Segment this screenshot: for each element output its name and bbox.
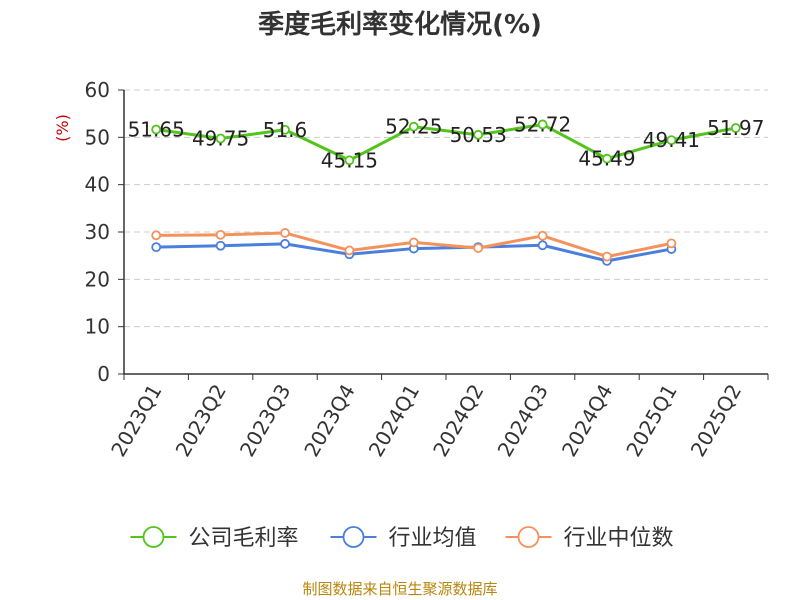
legend-label: 行业均值: [389, 526, 477, 551]
data-point: [730, 123, 741, 133]
axes: [118, 89, 769, 380]
data-label: 49.41: [643, 128, 700, 152]
x-tick-label: 2025Q1: [621, 380, 681, 461]
y-axis-label: (%): [53, 114, 72, 142]
data-label: 52.25: [385, 115, 442, 139]
series-line: [155, 122, 737, 162]
data-point: [280, 238, 290, 249]
legend-label: 行业中位数: [564, 526, 674, 551]
data-point: [537, 240, 548, 251]
x-tick-label: 2023Q3: [235, 380, 295, 461]
data-label: 45.49: [578, 147, 635, 171]
data-point: [408, 237, 419, 248]
data-point: [602, 153, 612, 164]
x-tick-label: 2025Q2: [686, 380, 746, 461]
y-tick-label: 40: [85, 173, 110, 197]
legend-label: 公司毛利率: [189, 526, 299, 551]
data-label: 51.6: [263, 118, 308, 142]
data-point: [215, 240, 226, 251]
data-label: 50.53: [450, 123, 507, 147]
x-tick-label: 2024Q4: [557, 380, 617, 461]
x-tick-label: 2024Q3: [493, 380, 553, 461]
legend: 公司毛利率 行业均值 行业中位数: [130, 526, 674, 551]
data-point: [473, 243, 484, 253]
data-point: [280, 228, 290, 238]
x-tick-label: 2024Q1: [364, 380, 424, 461]
data-label: 51.65: [128, 118, 185, 142]
x-tick-label: 2023Q2: [171, 380, 231, 461]
data-point: [151, 230, 162, 241]
data-label: 45.15: [321, 148, 378, 172]
legend-marker: [517, 526, 540, 548]
data-labels: 51.65 49.75 51.6 45.15 52.25 50.53 52.72 45.49 4…: [128, 112, 765, 172]
data-point: [473, 129, 484, 140]
data-label: 49.75: [192, 127, 249, 151]
data-point: [151, 124, 162, 135]
y-tick-label: 50: [85, 125, 110, 149]
data-point: [666, 135, 677, 146]
legend-marker: [142, 526, 165, 548]
x-tick-label: 2023Q4: [299, 380, 359, 461]
data-point: [537, 230, 548, 241]
legend-marker: [342, 526, 365, 548]
grid-lines: [124, 89, 768, 328]
data-label: 52.72: [514, 112, 571, 136]
data-point: [602, 251, 612, 262]
y-tick-label: 0: [97, 362, 110, 386]
data-point: [151, 242, 162, 253]
data-point: [215, 133, 226, 144]
data-point: [537, 119, 548, 130]
data-point: [666, 238, 677, 249]
y-tick-label: 20: [85, 267, 110, 291]
x-tick-label: 2024Q2: [428, 380, 488, 461]
data-point: [344, 245, 355, 256]
x-tick-labels: 2023Q1 2023Q2 2023Q3 2023Q4 2024Q1 2024Q2 2024…: [106, 380, 746, 461]
chart-title: 季度毛利率变化情况(%): [258, 9, 542, 40]
data-point: [215, 229, 226, 240]
y-tick-labels: 0 10 20 30 40 50 60: [85, 78, 110, 386]
data-point: [344, 155, 355, 166]
y-tick-label: 30: [85, 220, 110, 244]
series-group: [151, 119, 741, 266]
data-label: 51.97: [707, 116, 764, 140]
data-point: [408, 121, 419, 132]
x-tick-label: 2023Q1: [106, 380, 166, 461]
source-note: 制图数据来自恒生聚源数据库: [302, 580, 498, 598]
y-tick-label: 60: [85, 78, 110, 102]
y-tick-label: 10: [85, 315, 110, 339]
data-point: [280, 124, 290, 135]
